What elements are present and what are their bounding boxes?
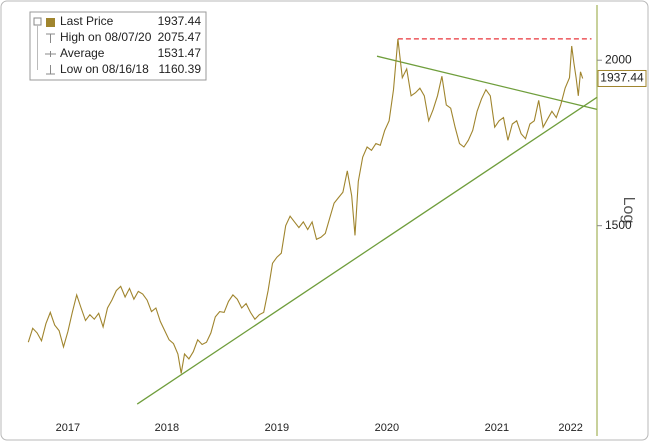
legend-label: Last Price [60, 14, 114, 28]
price-tag-label: 1937.44 [600, 71, 644, 85]
y-tick-label: 1500 [605, 218, 632, 232]
x-tick-label: 2018 [155, 422, 179, 434]
x-tick-label: 2019 [265, 422, 289, 434]
legend-value: 1531.47 [158, 46, 202, 60]
y-tick-label: 2000 [605, 52, 632, 66]
x-tick-label: 2020 [375, 422, 399, 434]
x-tick-label: 2022 [558, 422, 582, 434]
y-axis-label: Log [620, 197, 637, 224]
price-tag [597, 69, 647, 87]
x-tick-label: 2021 [485, 422, 509, 434]
legend-label: High on 08/07/20 [60, 30, 152, 44]
legend-label: Average [60, 46, 105, 60]
x-tick-label: 2017 [56, 422, 80, 434]
legend-label: Low on 08/16/18 [60, 62, 149, 76]
legend-icon [46, 33, 55, 43]
trendline [376, 55, 598, 111]
legend-value: 1160.39 [159, 62, 202, 76]
legend-box [29, 11, 207, 81]
legend-icon [46, 65, 55, 75]
legend-value: 1937.44 [158, 14, 202, 28]
price-line [27, 38, 584, 374]
legend: Last Price 1937.44 High on 08/07/20 2075.47… [29, 11, 207, 81]
legend-icon [45, 51, 56, 57]
legend-value: 2075.47 [158, 30, 202, 44]
trendline [136, 96, 598, 405]
legend-swatch [46, 18, 55, 27]
